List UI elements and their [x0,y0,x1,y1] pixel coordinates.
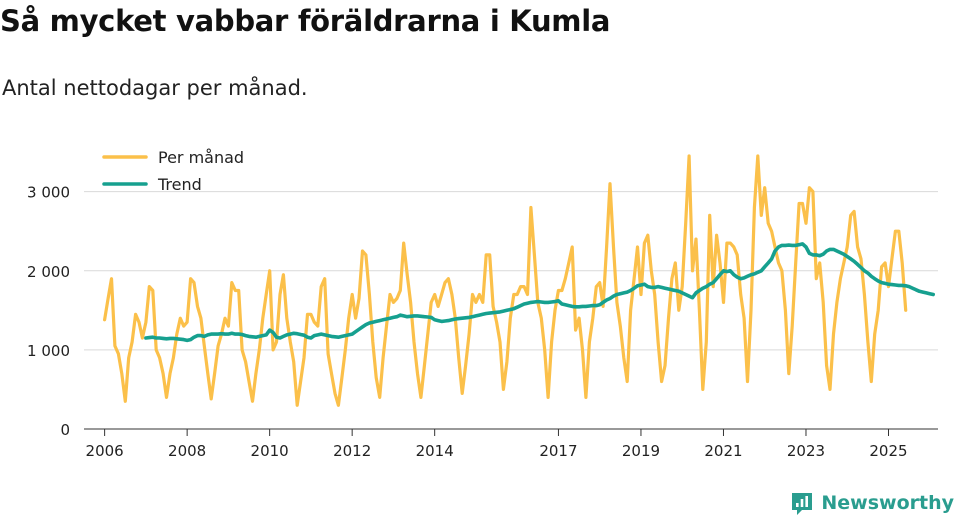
series-line-per-manad [102,154,908,407]
x-tick-label: 2010 [251,442,289,460]
brand-logo: Newsworthy [789,490,954,516]
y-tick-label: 1 000 [27,342,70,360]
x-tick-label: 2017 [539,442,577,460]
x-tick-label: 2014 [416,442,454,460]
x-tick-label: 2019 [622,442,660,460]
x-tick-label: 2021 [704,442,742,460]
newsworthy-logo-icon [792,493,813,515]
series-line-trend [144,242,936,343]
x-tick-label: 2025 [869,442,907,460]
chart-subtitle: Antal nettodagar per månad. [2,76,308,100]
x-tick-label: 2008 [168,442,206,460]
x-tick-label: 2023 [787,442,825,460]
brand-name: Newsworthy [821,492,954,514]
y-tick-label: 2 000 [27,263,70,281]
x-tick-label: 2006 [86,442,124,460]
y-tick-label: 0 [60,421,70,439]
legend-label: Trend [157,175,202,194]
legend: Per månad Trend [102,148,244,194]
x-tick-label: 2012 [333,442,371,460]
legend-label: Per månad [158,148,244,167]
y-tick-label: 3 000 [27,184,70,202]
chart-title: Så mycket vabbar föräldrarna i Kumla [0,4,611,38]
series-lines [102,154,936,407]
axes: 0 1 000 2 000 3 000 2006 2008 2010 2012 2014 2017… [27,184,938,460]
